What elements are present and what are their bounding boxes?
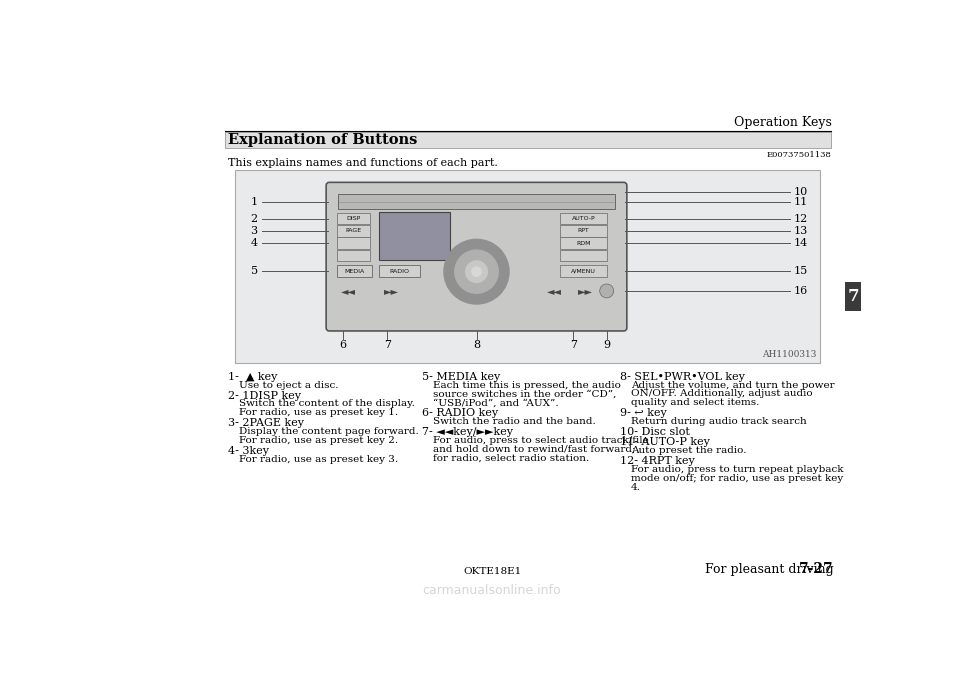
Text: 6: 6 bbox=[340, 340, 347, 350]
Text: RADIO: RADIO bbox=[390, 269, 410, 274]
Text: For audio, press to turn repeat playback: For audio, press to turn repeat playback bbox=[631, 465, 843, 474]
Text: For radio, use as preset key 2.: For radio, use as preset key 2. bbox=[239, 436, 398, 445]
Text: and hold down to rewind/fast forward;: and hold down to rewind/fast forward; bbox=[433, 445, 636, 454]
Text: Switch the radio and the band.: Switch the radio and the band. bbox=[433, 417, 596, 426]
FancyBboxPatch shape bbox=[338, 194, 615, 209]
Text: 6- RADIO key: 6- RADIO key bbox=[422, 408, 498, 418]
Text: 1-  ▲ key: 1- ▲ key bbox=[228, 372, 277, 382]
FancyBboxPatch shape bbox=[337, 238, 370, 249]
Text: 10- Disc slot: 10- Disc slot bbox=[620, 427, 689, 437]
Text: For radio, use as preset key 1.: For radio, use as preset key 1. bbox=[239, 408, 398, 418]
Text: mode on/off; for radio, use as preset key: mode on/off; for radio, use as preset ke… bbox=[631, 474, 843, 483]
Text: DISP: DISP bbox=[347, 216, 360, 221]
Text: “USB/iPod”, and “AUX”.: “USB/iPod”, and “AUX”. bbox=[433, 399, 559, 407]
Text: 2: 2 bbox=[251, 213, 257, 223]
Text: OKTE18E1: OKTE18E1 bbox=[463, 567, 521, 576]
FancyBboxPatch shape bbox=[337, 265, 372, 278]
Text: RDM: RDM bbox=[576, 240, 590, 246]
Circle shape bbox=[455, 250, 498, 293]
Text: Return during audio track search: Return during audio track search bbox=[631, 417, 806, 426]
Text: source switches in the order “CD”,: source switches in the order “CD”, bbox=[433, 390, 616, 399]
FancyBboxPatch shape bbox=[337, 250, 370, 261]
Text: MEDIA: MEDIA bbox=[344, 269, 364, 274]
FancyBboxPatch shape bbox=[234, 170, 820, 363]
Text: Display the content page forward.: Display the content page forward. bbox=[239, 427, 420, 436]
Text: ON/OFF. Additionally, adjust audio: ON/OFF. Additionally, adjust audio bbox=[631, 390, 812, 399]
Text: E00737501138: E00737501138 bbox=[767, 151, 831, 159]
Text: AH1100313: AH1100313 bbox=[761, 350, 816, 359]
Text: Use to eject a disc.: Use to eject a disc. bbox=[239, 381, 339, 390]
Text: 1: 1 bbox=[251, 197, 257, 206]
FancyBboxPatch shape bbox=[225, 132, 831, 148]
Text: AUTO-P: AUTO-P bbox=[571, 216, 595, 221]
Text: Switch the content of the display.: Switch the content of the display. bbox=[239, 399, 416, 409]
FancyBboxPatch shape bbox=[560, 213, 607, 224]
FancyBboxPatch shape bbox=[560, 238, 607, 249]
Text: quality and select items.: quality and select items. bbox=[631, 399, 759, 407]
FancyBboxPatch shape bbox=[846, 282, 861, 311]
FancyBboxPatch shape bbox=[326, 183, 627, 331]
Text: ◄◄: ◄◄ bbox=[341, 286, 356, 296]
Text: 4- 3key: 4- 3key bbox=[228, 446, 270, 456]
Text: 11: 11 bbox=[793, 197, 807, 206]
Text: ►►: ►► bbox=[384, 286, 398, 296]
FancyBboxPatch shape bbox=[560, 250, 607, 261]
Text: 9: 9 bbox=[603, 340, 611, 350]
Text: Operation Keys: Operation Keys bbox=[733, 116, 831, 129]
Text: for radio, select radio station.: for radio, select radio station. bbox=[433, 454, 589, 463]
Text: A/MENU: A/MENU bbox=[571, 268, 596, 274]
Text: 5: 5 bbox=[251, 266, 257, 276]
Text: 8: 8 bbox=[473, 340, 480, 350]
Text: 7: 7 bbox=[384, 340, 391, 350]
Text: 4.: 4. bbox=[631, 483, 640, 492]
FancyBboxPatch shape bbox=[560, 225, 607, 237]
Circle shape bbox=[600, 284, 613, 298]
Text: 13: 13 bbox=[793, 226, 807, 236]
Circle shape bbox=[472, 267, 481, 276]
Text: 11- AUTO-P key: 11- AUTO-P key bbox=[620, 437, 709, 447]
Text: 7: 7 bbox=[570, 340, 577, 350]
Text: For audio, press to select audio track/file: For audio, press to select audio track/f… bbox=[433, 436, 649, 445]
Text: Auto preset the radio.: Auto preset the radio. bbox=[631, 446, 746, 455]
Text: 15: 15 bbox=[793, 266, 807, 276]
Text: 12- 4RPT key: 12- 4RPT key bbox=[620, 456, 695, 466]
Text: 7- ◄◄key/►►key: 7- ◄◄key/►►key bbox=[422, 427, 514, 437]
Text: 10: 10 bbox=[793, 187, 807, 197]
Text: 9- ↩ key: 9- ↩ key bbox=[620, 408, 666, 418]
Text: PAGE: PAGE bbox=[346, 228, 361, 234]
FancyBboxPatch shape bbox=[379, 265, 420, 278]
Text: 14: 14 bbox=[793, 238, 807, 249]
Text: Explanation of Buttons: Explanation of Buttons bbox=[228, 133, 418, 147]
FancyBboxPatch shape bbox=[379, 213, 450, 260]
Text: carmanualsonline.info: carmanualsonline.info bbox=[422, 585, 562, 598]
FancyBboxPatch shape bbox=[560, 265, 607, 276]
Text: 12: 12 bbox=[793, 213, 807, 223]
Text: 4: 4 bbox=[251, 238, 257, 249]
Text: 2- 1DISP key: 2- 1DISP key bbox=[228, 390, 301, 401]
Text: ►►: ►► bbox=[578, 286, 592, 296]
FancyBboxPatch shape bbox=[337, 225, 370, 237]
Text: 3: 3 bbox=[251, 226, 257, 236]
Circle shape bbox=[444, 239, 509, 304]
Text: RPT: RPT bbox=[578, 228, 589, 234]
Circle shape bbox=[466, 261, 488, 282]
Text: ◄◄: ◄◄ bbox=[546, 286, 562, 296]
Text: 7: 7 bbox=[848, 288, 859, 305]
Text: 8- SEL•PWR•VOL key: 8- SEL•PWR•VOL key bbox=[620, 372, 745, 382]
Text: This explains names and functions of each part.: This explains names and functions of eac… bbox=[228, 158, 498, 168]
Text: Each time this is pressed, the audio: Each time this is pressed, the audio bbox=[433, 381, 621, 390]
Text: 16: 16 bbox=[793, 286, 807, 296]
Text: For radio, use as preset key 3.: For radio, use as preset key 3. bbox=[239, 455, 398, 464]
FancyBboxPatch shape bbox=[337, 213, 370, 224]
Text: 3- 2PAGE key: 3- 2PAGE key bbox=[228, 418, 304, 428]
Text: Adjust the volume, and turn the power: Adjust the volume, and turn the power bbox=[631, 381, 834, 390]
Text: 7-27: 7-27 bbox=[799, 562, 833, 576]
Text: For pleasant driving: For pleasant driving bbox=[706, 563, 834, 576]
Text: 5- MEDIA key: 5- MEDIA key bbox=[422, 372, 500, 382]
